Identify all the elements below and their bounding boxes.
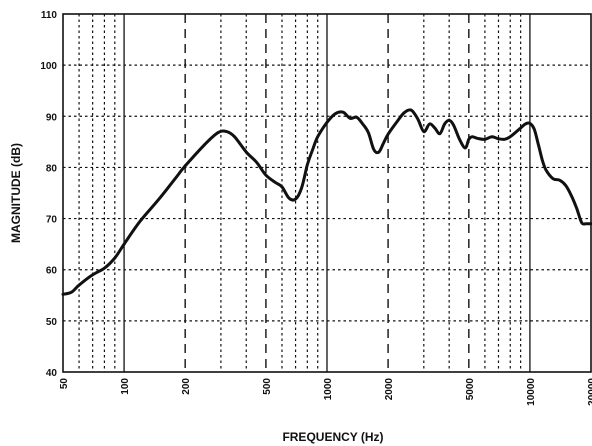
y-tick-label: 110 bbox=[41, 10, 58, 21]
magnitude-response-line bbox=[61, 108, 592, 296]
y-tick-label: 100 bbox=[40, 61, 57, 72]
y-tick-label: 70 bbox=[46, 215, 58, 226]
x-tick-label: 100 bbox=[120, 378, 131, 395]
y-tick-label: 40 bbox=[46, 368, 58, 379]
x-tick-label: 200 bbox=[181, 378, 192, 395]
x-tick-label: 2000 bbox=[384, 378, 395, 401]
x-tick-label: 5000 bbox=[465, 378, 476, 401]
y-tick-label: 80 bbox=[46, 163, 58, 174]
y-tick-label: 90 bbox=[46, 112, 58, 123]
plot-frame bbox=[62, 13, 592, 373]
x-tick-label: 500 bbox=[262, 378, 273, 395]
y-tick-labels: 40 50 60 70 80 90 100 110 bbox=[40, 10, 57, 379]
x-tick-label: 20000 bbox=[587, 378, 592, 406]
y-tick-label: 60 bbox=[46, 266, 58, 277]
x-tick-label: 1000 bbox=[323, 378, 334, 401]
x-tick-labels: 50 100 200 500 1000 2000 5000 10000 20000 bbox=[59, 378, 592, 406]
x-tick-label: 50 bbox=[59, 378, 70, 390]
y-axis-title: MAGNITUDE (dB) bbox=[9, 143, 23, 243]
y-tick-label: 50 bbox=[46, 317, 58, 328]
grid bbox=[63, 14, 591, 372]
x-axis-title: FREQUENCY (Hz) bbox=[282, 430, 383, 444]
x-tick-label: 10000 bbox=[526, 378, 537, 406]
